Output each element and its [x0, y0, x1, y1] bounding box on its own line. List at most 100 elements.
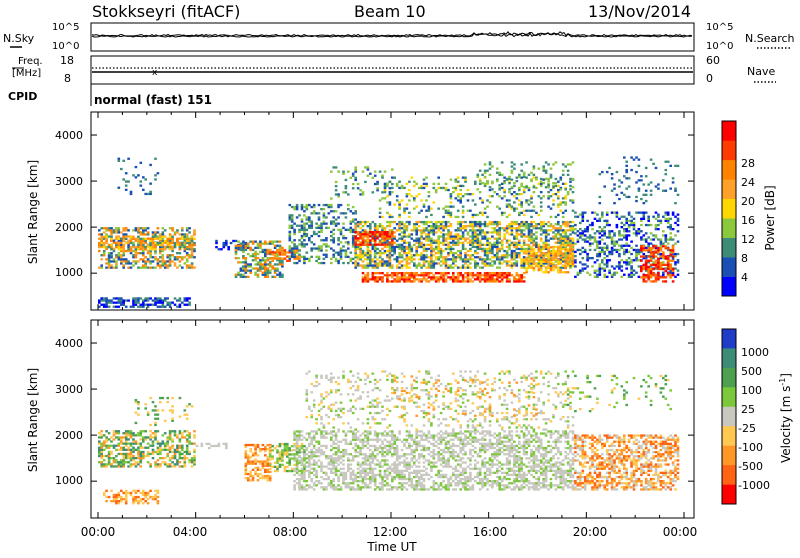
power-cell — [608, 224, 611, 226]
power-cell — [130, 248, 133, 250]
power-cell — [420, 185, 423, 187]
power-cell — [616, 224, 619, 226]
power-cell — [279, 272, 282, 274]
power-cell — [542, 265, 545, 267]
power-cell — [511, 179, 514, 181]
power-cell — [623, 224, 626, 226]
power-cell — [423, 278, 426, 280]
power-cell — [603, 247, 606, 249]
power-cell — [677, 241, 680, 243]
power-cell — [323, 220, 326, 222]
power-cell — [105, 242, 108, 244]
power-cell — [274, 253, 277, 255]
power-cell — [235, 257, 238, 259]
power-cell — [413, 258, 416, 260]
power-cell — [267, 243, 270, 245]
power-cell — [533, 221, 536, 223]
power-cell — [452, 242, 455, 244]
velocity-cell — [176, 451, 179, 453]
power-cell — [611, 230, 614, 232]
power-cell — [484, 244, 487, 246]
power-cell — [408, 252, 411, 254]
power-cell — [513, 223, 516, 225]
power-cell — [479, 244, 482, 246]
power-cell — [352, 239, 355, 241]
power-cell — [643, 194, 646, 196]
power-cell — [445, 267, 448, 269]
power-cell — [411, 177, 414, 179]
power-cell — [186, 235, 189, 237]
power-cell — [235, 240, 238, 242]
power-cell — [166, 246, 169, 248]
power-colorbar-cells — [722, 121, 736, 296]
power-cell — [184, 297, 187, 299]
power-cell — [506, 274, 509, 276]
power-cell — [374, 225, 377, 227]
power-cell — [489, 258, 492, 260]
velocity-cell — [137, 401, 140, 403]
power-cell — [367, 241, 370, 243]
power-cell — [550, 195, 553, 197]
power-cell — [511, 206, 514, 208]
velocity-cell — [125, 438, 128, 440]
power-cell — [564, 258, 567, 260]
velocity-cell — [122, 492, 125, 494]
power-cell — [223, 246, 226, 248]
power-cell — [137, 229, 140, 231]
velocity-cell — [113, 459, 116, 461]
power-cell — [132, 236, 135, 238]
power-cell — [137, 242, 140, 244]
velocity-cell — [157, 496, 160, 498]
power-cell — [125, 299, 128, 301]
power-cell — [408, 256, 411, 258]
power-cell — [291, 256, 294, 258]
cpid-label: CPID — [8, 90, 37, 103]
power-cell — [186, 260, 189, 262]
power-cell — [357, 231, 360, 233]
power-cell — [660, 243, 663, 245]
power-cell — [406, 246, 409, 248]
power-cell — [350, 210, 353, 212]
velocity-cell — [120, 500, 123, 502]
power-cell — [640, 224, 643, 226]
power-cell — [589, 257, 592, 259]
power-cell — [457, 276, 460, 278]
power-cell — [672, 251, 675, 253]
power-cell — [428, 260, 431, 262]
power-cell — [569, 188, 572, 190]
power-cell — [127, 299, 130, 301]
power-cell — [582, 238, 585, 240]
power-cell — [464, 260, 467, 262]
power-cell — [144, 248, 147, 250]
power-cell — [337, 254, 340, 256]
power-cell — [457, 240, 460, 242]
power-cell — [672, 228, 675, 230]
power-cell — [391, 274, 394, 276]
velocity-cell — [118, 453, 121, 455]
power-cell — [179, 238, 182, 240]
power-cell — [491, 227, 494, 229]
power-cell — [455, 187, 458, 189]
power-cell — [481, 214, 484, 216]
velocity-cell — [108, 463, 111, 465]
power-cell — [379, 262, 382, 264]
power-cell — [330, 171, 333, 173]
velocity-cell — [171, 465, 174, 467]
power-cell — [474, 225, 477, 227]
power-cell — [381, 248, 384, 250]
power-cell — [323, 212, 326, 214]
power-cell — [171, 238, 174, 240]
power-cell — [374, 256, 377, 258]
power-cell — [535, 252, 538, 254]
power-cell — [582, 263, 585, 265]
power-cell — [665, 173, 668, 175]
velocity-cell — [186, 430, 189, 432]
power-cell — [152, 267, 155, 269]
power-cell — [498, 229, 501, 231]
power-cell — [496, 221, 499, 223]
velocity-cell — [193, 436, 196, 438]
power-cell — [643, 212, 646, 214]
power-cell — [599, 270, 602, 272]
power-cell — [589, 238, 592, 240]
power-cell — [518, 274, 521, 276]
